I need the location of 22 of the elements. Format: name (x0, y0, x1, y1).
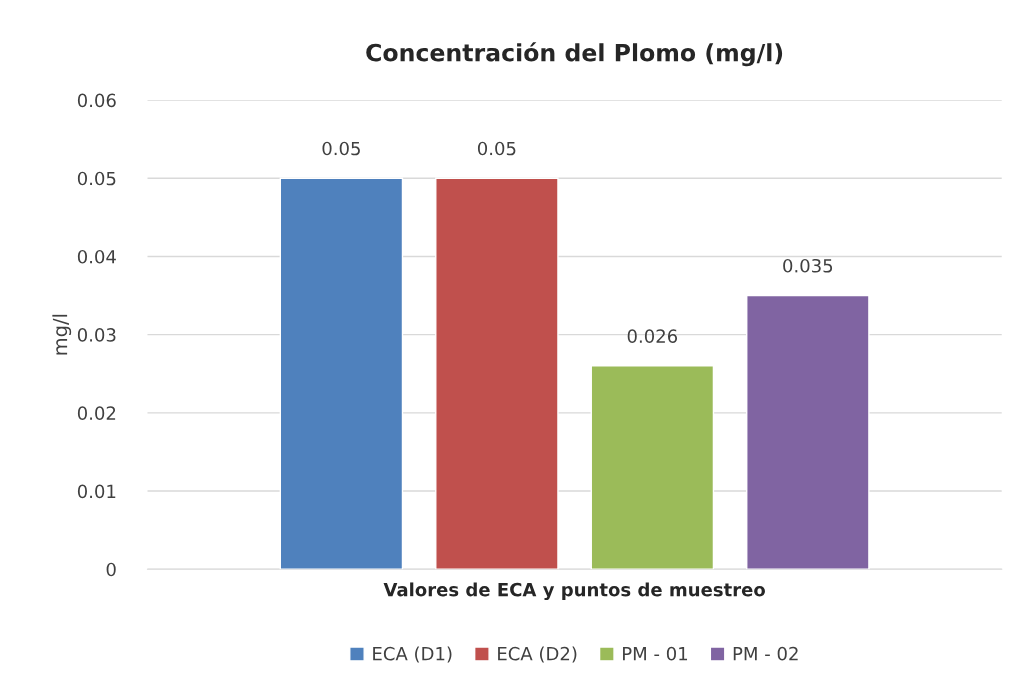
bar (746, 294, 870, 570)
y-tick-label: 0.06 (77, 93, 116, 108)
legend-label: PM - 02 (733, 646, 798, 661)
legend-label: PM - 01 (623, 646, 688, 661)
y-tick-label: 0.02 (77, 406, 116, 420)
chart-title: Concentración del Plomo (mg/l) (366, 42, 783, 67)
bar (435, 177, 559, 570)
y-tick-label: 0.03 (77, 328, 116, 342)
data-label: 0.035 (783, 258, 833, 273)
legend-label: ECA (D1) (373, 646, 452, 663)
data-label: 0.05 (477, 141, 516, 156)
y-tick-label: 0.01 (77, 484, 116, 499)
data-label: 0.05 (322, 141, 360, 156)
y-axis-title: mg/l (52, 314, 72, 355)
data-label: 0.026 (627, 329, 678, 343)
legend-label: ECA (D2) (498, 646, 577, 663)
y-tick-label: 0.04 (77, 249, 116, 264)
bar (590, 365, 715, 570)
y-tick-label: 0.05 (77, 171, 116, 186)
bar (279, 177, 404, 570)
x-axis-title: Valores de ECA y puntos de muestreo (383, 582, 765, 601)
y-tick-label: 0 (106, 562, 116, 577)
